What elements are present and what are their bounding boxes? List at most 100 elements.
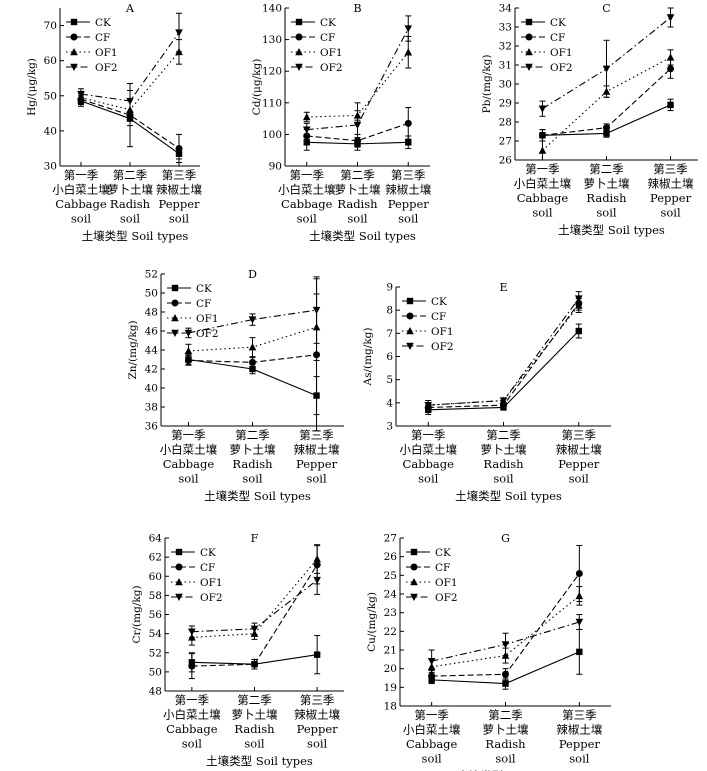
legend-label: CK bbox=[196, 283, 212, 295]
x-category-label: 第二季 bbox=[113, 168, 148, 182]
legend-label: CF bbox=[550, 32, 565, 44]
y-tick-label: 50 bbox=[145, 288, 158, 300]
x-axis-label: 土壤类型 Soil types bbox=[206, 754, 313, 768]
y-tick-label: 32 bbox=[499, 41, 512, 53]
legend-marker-of2 bbox=[406, 342, 414, 350]
y-tick-label: 48 bbox=[145, 307, 158, 319]
data-point-of2 bbox=[424, 401, 433, 410]
x-axis-label: 土壤类型 Soil types bbox=[455, 489, 562, 503]
data-point-cf bbox=[575, 569, 583, 577]
data-point-ck bbox=[667, 101, 674, 109]
series-line-of1 bbox=[428, 305, 580, 406]
chart-panel-d: D 36 38 40 42 44 46 48 50 52 Zn/(mg/kg) 第一季小白菜土壤Cab… bbox=[127, 268, 344, 503]
x-category-label: 辣椒土壤 bbox=[156, 183, 202, 197]
legend-marker-ck bbox=[70, 18, 78, 26]
x-category-label: Cabbage bbox=[281, 197, 333, 211]
x-category-label: Pepper bbox=[388, 197, 430, 211]
legend-label: CF bbox=[196, 298, 211, 310]
legend-label: OF1 bbox=[320, 47, 343, 59]
legend-label: OF1 bbox=[95, 47, 118, 59]
y-tick-label: 56 bbox=[149, 609, 163, 621]
data-point-cf bbox=[538, 131, 546, 139]
legend-marker-of1 bbox=[70, 48, 78, 56]
legend-label: CK bbox=[200, 547, 216, 559]
y-tick-label: 40 bbox=[145, 383, 158, 395]
panel-letter: F bbox=[251, 532, 259, 545]
x-category-label: 第三季 bbox=[162, 168, 197, 182]
x-category-label: 萝卜土壤 bbox=[481, 443, 527, 457]
data-point-of2 bbox=[427, 658, 436, 666]
y-tick-label: 30 bbox=[499, 79, 512, 91]
y-tick-label: 26 bbox=[384, 551, 398, 563]
data-point-cf bbox=[175, 144, 183, 152]
chart-panel-f: F 48 50 52 54 56 58 60 62 64 Cr/(mg/kg) 第一季小白菜土壤Cab… bbox=[131, 532, 344, 768]
legend-marker-of1 bbox=[295, 48, 303, 56]
x-category-label: Cabbage bbox=[403, 457, 455, 471]
data-point-of2 bbox=[188, 628, 196, 636]
data-point-of2 bbox=[126, 97, 134, 106]
x-category-label: 小白菜土壤 bbox=[400, 443, 458, 457]
x-axis-label: 土壤类型 Soil types bbox=[82, 229, 189, 243]
legend-marker-ck bbox=[410, 548, 418, 556]
x-category-label: 第二季 bbox=[235, 428, 270, 442]
x-category-label: soil bbox=[306, 472, 327, 486]
x-category-label: Radish bbox=[483, 457, 524, 471]
x-category-label: Pepper bbox=[158, 197, 200, 211]
legend-label: OF2 bbox=[95, 62, 118, 74]
y-axis-label: Pb/(mg/kg) bbox=[481, 55, 493, 114]
legend-label: CF bbox=[435, 562, 450, 574]
data-point-of2 bbox=[538, 105, 547, 113]
x-category-label: 小白菜土壤 bbox=[52, 183, 110, 197]
x-category-label: Radish bbox=[110, 197, 151, 211]
y-tick-label: 60 bbox=[44, 55, 57, 67]
y-tick-label: 60 bbox=[149, 571, 162, 583]
x-axis-label: 土壤类型 Soil types bbox=[457, 769, 564, 771]
x-category-label: Pepper bbox=[297, 722, 339, 736]
data-point-cf bbox=[249, 358, 256, 366]
x-category-label: Cabbage bbox=[517, 191, 569, 205]
y-tick-label: 70 bbox=[44, 20, 57, 32]
legend-label: OF2 bbox=[196, 328, 219, 340]
x-category-label: 第二季 bbox=[340, 168, 375, 182]
x-category-label: 第一季 bbox=[175, 693, 210, 707]
x-category-label: Radish bbox=[232, 457, 273, 471]
data-point-of1 bbox=[248, 343, 257, 351]
x-category-label: 第二季 bbox=[237, 693, 272, 707]
data-point-ck bbox=[405, 139, 412, 146]
legend-label: OF2 bbox=[550, 62, 573, 74]
y-tick-label: 9 bbox=[386, 282, 393, 294]
x-category-label: soil bbox=[422, 752, 443, 766]
x-axis-label: 土壤类型 Soil types bbox=[309, 229, 416, 243]
x-category-label: 第一季 bbox=[411, 428, 446, 442]
legend-label: CF bbox=[320, 32, 335, 44]
y-tick-label: 31 bbox=[499, 60, 512, 72]
y-tick-label: 19 bbox=[384, 682, 397, 694]
y-tick-label: 130 bbox=[262, 34, 282, 46]
legend-marker-of2 bbox=[171, 329, 179, 337]
y-tick-label: 27 bbox=[384, 533, 397, 545]
y-tick-label: 140 bbox=[262, 3, 282, 15]
y-tick-label: 64 bbox=[149, 533, 163, 545]
panel-letter: B bbox=[353, 2, 361, 15]
x-category-label: soil bbox=[347, 212, 368, 226]
x-category-label: soil bbox=[660, 206, 681, 220]
x-category-label: soil bbox=[569, 752, 590, 766]
y-tick-label: 58 bbox=[149, 590, 162, 602]
y-tick-label: 50 bbox=[44, 90, 57, 102]
data-point-ck bbox=[576, 648, 583, 656]
data-point-of2 bbox=[602, 65, 611, 73]
legend-marker-ck bbox=[525, 18, 533, 26]
x-category-label: Pepper bbox=[559, 737, 601, 751]
legend-label: CK bbox=[95, 17, 111, 29]
data-point-of1 bbox=[302, 113, 311, 121]
x-category-label: Cabbage bbox=[163, 457, 215, 471]
legend-marker-of1 bbox=[525, 48, 533, 56]
legend-label: CK bbox=[320, 17, 336, 29]
data-point-of1 bbox=[575, 591, 584, 600]
x-category-label: soil bbox=[182, 737, 203, 751]
x-category-label: 辣椒土壤 bbox=[648, 177, 694, 191]
x-axis-label: 土壤类型 Soil types bbox=[558, 223, 665, 237]
y-tick-label: 5 bbox=[386, 374, 393, 386]
chart-panel-a: A3040506070Hg/(μg/kg)第一季小白菜土壤Cabbagesoil… bbox=[26, 2, 202, 243]
y-tick-label: 21 bbox=[384, 645, 397, 657]
